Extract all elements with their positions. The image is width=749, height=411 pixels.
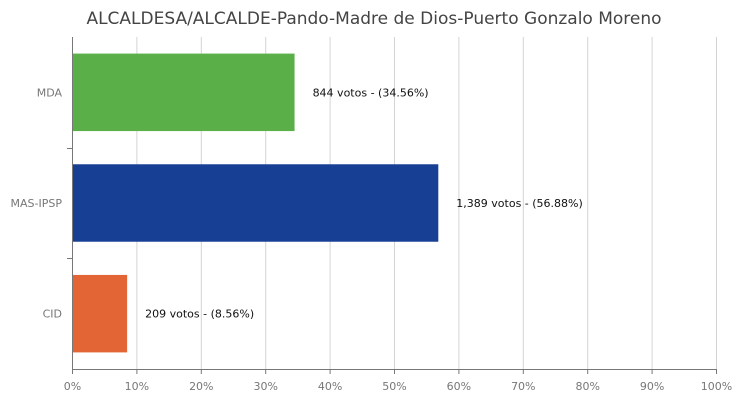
x-tick-label: 20% (189, 380, 213, 393)
y-tick-label: CID (43, 308, 62, 321)
x-tick-label: 80% (575, 380, 599, 393)
data-label: 844 votos - (34.56%) (313, 86, 429, 99)
x-tick-label: 50% (382, 380, 406, 393)
bar-mda (72, 53, 295, 132)
x-tick-label: 0% (64, 380, 81, 393)
chart-title: ALCALDESA/ALCALDE-Pando-Madre de Dios-Pu… (86, 9, 661, 29)
y-tick-label: MAS-IPSP (11, 197, 63, 210)
x-tick-label: 60% (447, 380, 471, 393)
x-tick-label: 10% (125, 380, 149, 393)
x-tick-label: 70% (511, 380, 535, 393)
bar-cid (72, 274, 128, 353)
data-label: 1,389 votos - (56.88%) (456, 197, 583, 210)
x-tick-label: 100% (701, 380, 732, 393)
data-label: 209 votos - (8.56%) (145, 308, 254, 321)
y-tick-label: MDA (37, 86, 63, 99)
x-tick-label: 40% (318, 380, 342, 393)
x-tick-label: 90% (640, 380, 664, 393)
x-tick-label: 30% (253, 380, 277, 393)
bar-mas-ipsp (72, 164, 439, 242)
